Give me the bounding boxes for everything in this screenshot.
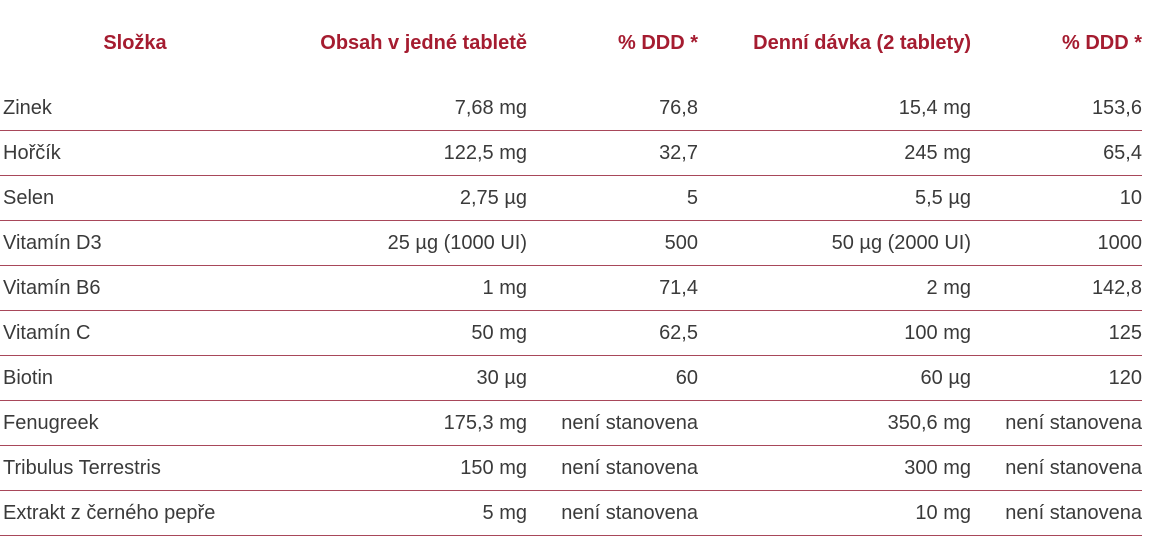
table-row: Biotin 30 µg 60 60 µg 120 (0, 355, 1142, 401)
table-cell: 62,5 (527, 310, 698, 356)
table-cell: Fenugreek (0, 400, 275, 446)
table-cell: 65,4 (971, 130, 1142, 176)
column-header: % DDD * (617, 32, 698, 54)
column-header: Složka (103, 32, 167, 54)
table-cell: 10 (971, 175, 1142, 221)
table-cell: 50 µg (2000 UI) (698, 220, 971, 266)
table-cell: 245 mg (698, 130, 971, 176)
table-cell: 5 (527, 175, 698, 221)
table-cell: není stanovena (527, 445, 698, 491)
table-cell: 175,3 mg (275, 400, 527, 446)
table-cell: není stanovena (527, 400, 698, 446)
table-cell: není stanovena (971, 490, 1142, 536)
table-cell: 100 mg (698, 310, 971, 356)
table-cell: 76,8 (527, 86, 698, 131)
table-cell: 2,75 µg (275, 175, 527, 221)
table-cell: Biotin (0, 355, 275, 401)
table-row: Hořčík 122,5 mg 32,7 245 mg 65,4 (0, 130, 1142, 176)
table-cell: Vitamín D3 (0, 220, 275, 266)
table-cell: 2 mg (698, 265, 971, 311)
table-row: Vitamín D3 25 µg (1000 UI) 500 50 µg (2000 … (0, 220, 1142, 266)
table-cell: Hořčík (0, 130, 275, 176)
table-cell: 5,5 µg (698, 175, 971, 221)
table-cell: Zinek (0, 86, 275, 131)
table-cell: 60 µg (698, 355, 971, 401)
table-cell: Vitamín B6 (0, 265, 275, 311)
table-cell: Extrakt z černého pepře (0, 490, 275, 536)
table-cell: 120 (971, 355, 1142, 401)
column-header: Denní dávka (2 tablety) (753, 32, 971, 54)
table-cell: 32,7 (527, 130, 698, 176)
table-cell: 7,68 mg (275, 86, 527, 131)
column-header: Obsah v jedné tabletě (320, 32, 527, 54)
table-row: Zinek 7,68 mg 76,8 15,4 mg 153,6 (0, 86, 1142, 131)
table-row: Vitamín B6 1 mg 71,4 2 mg 142,8 (0, 265, 1142, 311)
table-cell: 71,4 (527, 265, 698, 311)
table-row: Vitamín C 50 mg 62,5 100 mg 125 (0, 310, 1142, 356)
table-cell: 300 mg (698, 445, 971, 491)
table-row: Tribulus Terrestris 150 mg není stanovena 3… (0, 445, 1142, 491)
header-row: Složka Obsah v jedné tabletě % DDD * Denní … (0, 0, 1142, 86)
table-cell: 122,5 mg (275, 130, 527, 176)
table-row: Selen 2,75 µg 5 5,5 µg 10 (0, 175, 1142, 221)
table-cell: 153,6 (971, 86, 1142, 131)
table-cell: 25 µg (1000 UI) (275, 220, 527, 266)
table-cell: 1 mg (275, 265, 527, 311)
table-cell: není stanovena (971, 445, 1142, 491)
table-cell: 350,6 mg (698, 400, 971, 446)
column-header: % DDD * (1061, 32, 1142, 54)
table-row: Extrakt z černého pepře 5 mg není stanoven… (0, 490, 1142, 536)
table-cell: není stanovena (527, 490, 698, 536)
table-cell: není stanovena (971, 400, 1142, 446)
table-cell: 142,8 (971, 265, 1142, 311)
table-cell: 125 (971, 310, 1142, 356)
table-cell: Selen (0, 175, 275, 221)
table-cell: 30 µg (275, 355, 527, 401)
table-body: Zinek 7,68 mg 76,8 15,4 mg 153,6 Hořčík 122,5 … (0, 86, 1142, 536)
table-row: Fenugreek 175,3 mg není stanovena 350,6 mg n… (0, 400, 1142, 446)
table-cell: 500 (527, 220, 698, 266)
table-cell: 10 mg (698, 490, 971, 536)
table-cell: Vitamín C (0, 310, 275, 356)
table-cell: 1000 (971, 220, 1142, 266)
table-cell: 50 mg (275, 310, 527, 356)
table-cell: 5 mg (275, 490, 527, 536)
table-cell: 60 (527, 355, 698, 401)
table-cell: Tribulus Terrestris (0, 445, 275, 491)
table-cell: 15,4 mg (698, 86, 971, 131)
table-cell: 150 mg (275, 445, 527, 491)
